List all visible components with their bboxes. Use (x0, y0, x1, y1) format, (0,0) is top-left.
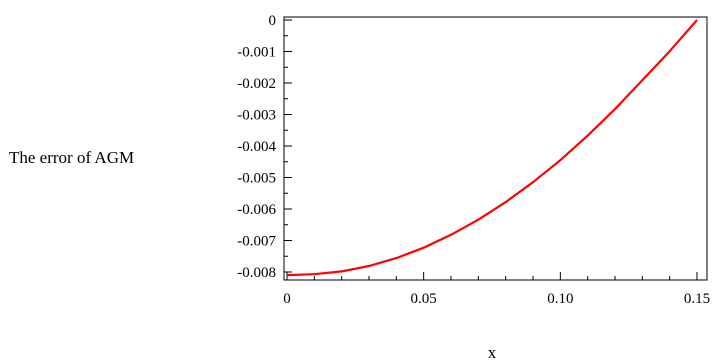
y-tick-label: -0.005 (237, 171, 276, 187)
y-tick-label: -0.008 (237, 265, 276, 281)
y-tick-label: -0.006 (237, 202, 276, 218)
plot-area-frame (283, 16, 708, 281)
y-tick-labels: 0 -0.001 -0.002 -0.003 -0.004 -0.005 -0.006 -0.… (237, 13, 276, 281)
y-tick-label: -0.003 (237, 108, 276, 124)
series-group (286, 19, 698, 277)
x-tick-label: 0.05 (411, 291, 437, 307)
y-tick-label: -0.004 (237, 139, 276, 155)
series-line (286, 19, 698, 277)
x-tick-label: 0 (283, 291, 291, 307)
y-tick-label: -0.001 (237, 45, 276, 61)
y-tick-label: -0.007 (237, 234, 276, 250)
y-tick-label: -0.002 (237, 76, 276, 92)
axis-ticks (284, 19, 698, 280)
x-tick-label: 0.10 (547, 291, 573, 307)
x-tick-labels: 0 0.05 0.10 0.15 (283, 291, 710, 307)
y-axis-label: The error of AGM (9, 148, 134, 167)
x-tick-label: 0.15 (684, 291, 710, 307)
x-axis-label: x (488, 343, 497, 362)
y-tick-label: 0 (269, 13, 277, 29)
